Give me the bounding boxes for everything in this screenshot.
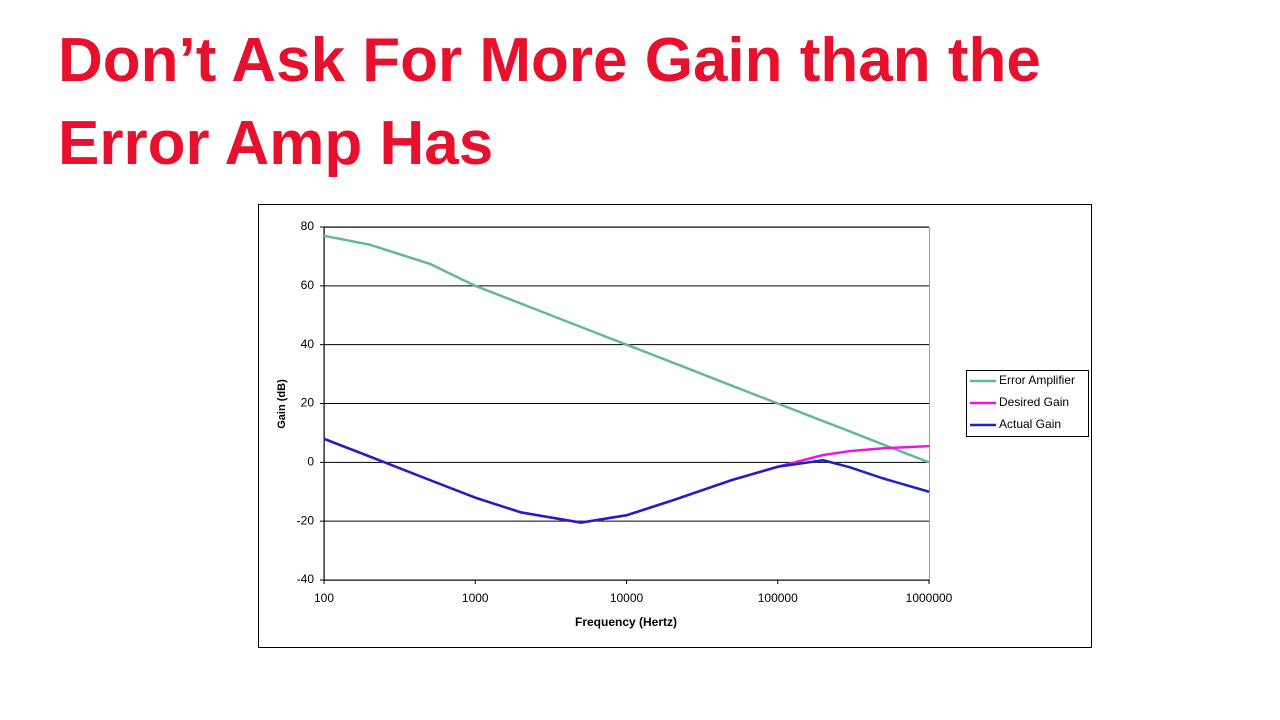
x-tick-label: 100000 [758,591,798,605]
slide-title: Don’t Ask For More Gain than the [58,26,1041,95]
y-axis-label: Gain (dB) [276,379,288,429]
x-tick-label: 10000 [610,591,644,605]
y-tick-label: 20 [301,396,315,410]
y-tick-label: 40 [301,337,315,351]
y-tick-label: -40 [297,572,315,586]
legend-label: Error Amplifier [999,373,1075,387]
x-tick-label: 1000 [462,591,489,605]
legend-label: Desired Gain [999,395,1069,409]
series-line [323,234,930,464]
x-tick-label: 1000000 [906,591,953,605]
y-tick-label: 0 [307,455,314,469]
legend-label: Actual Gain [999,417,1061,431]
series-line [323,437,930,524]
y-tick-label: -20 [297,513,315,527]
y-tick-label: 80 [301,219,315,233]
slide-title: Error Amp Has [58,109,494,178]
x-axis-label: Frequency (Hertz) [575,615,677,629]
x-tick-label: 100 [314,591,334,605]
y-tick-label: 60 [301,278,315,292]
